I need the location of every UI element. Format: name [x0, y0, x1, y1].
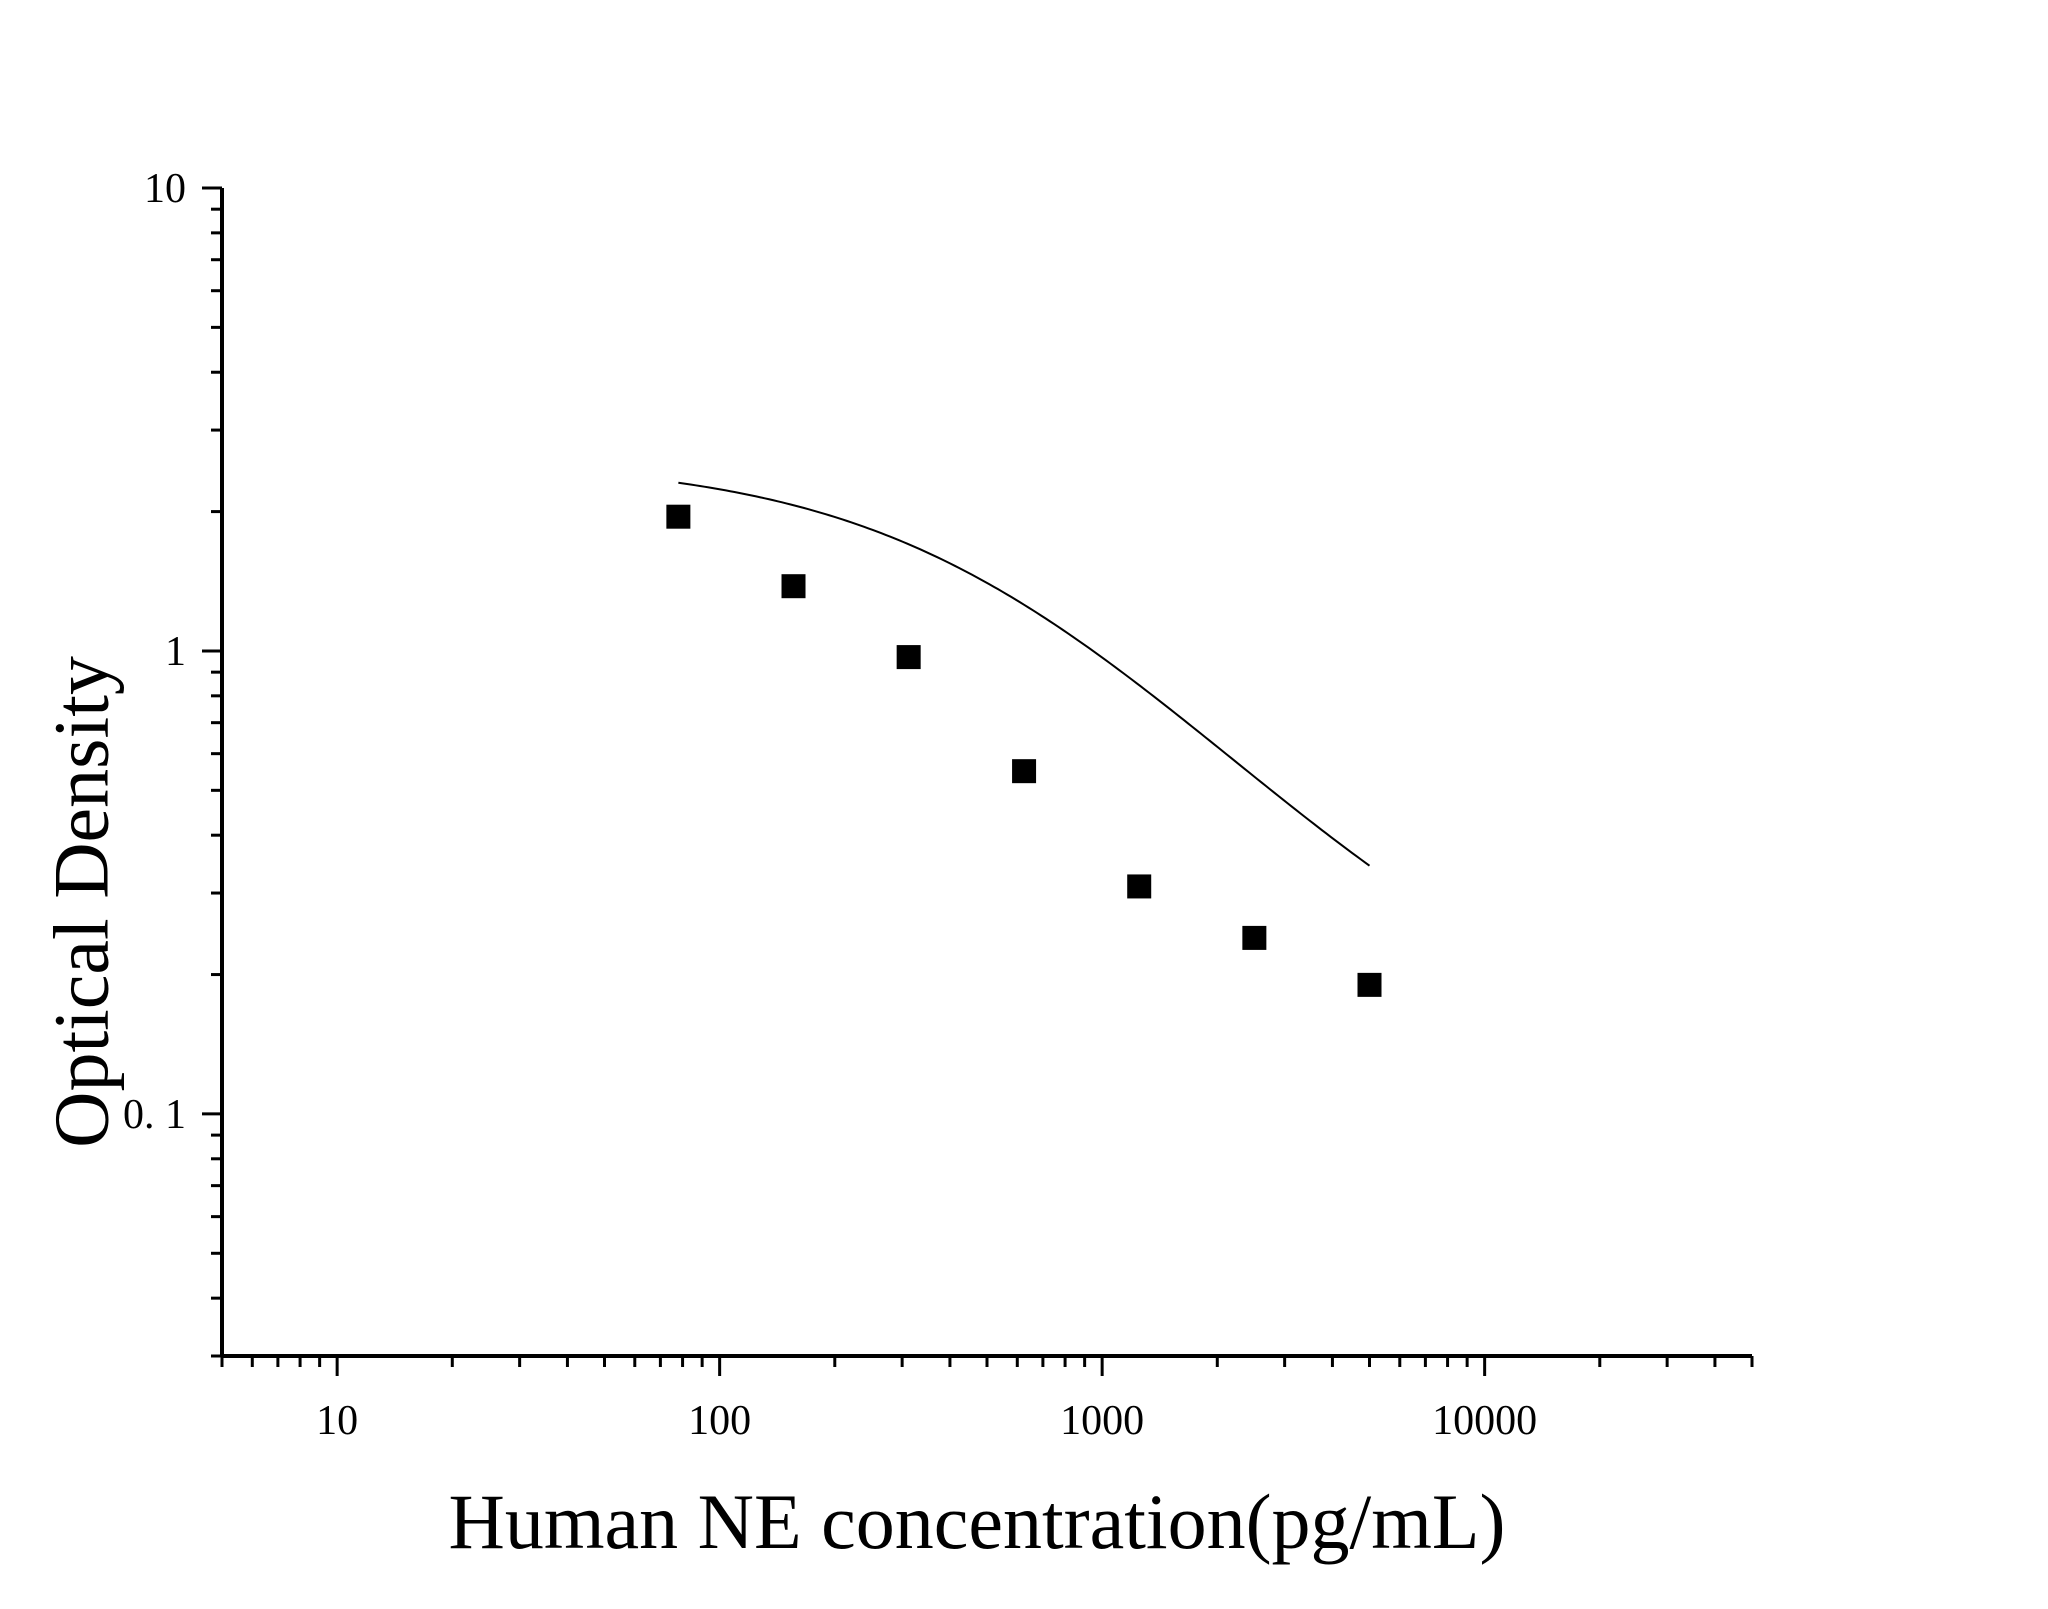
data-point	[666, 504, 691, 529]
x-tick-label: 1000	[1060, 1398, 1144, 1444]
y-tick-label: 1	[165, 629, 186, 675]
x-axis-title: Human NE concentration(pg/mL)	[449, 1478, 1506, 1565]
data-point	[1127, 874, 1152, 899]
y-tick-label: 10	[144, 166, 186, 212]
data-point	[1357, 972, 1382, 997]
data-point	[1012, 759, 1037, 784]
x-tick-label: 10	[316, 1398, 358, 1444]
axes	[220, 188, 1752, 1358]
y-tick-label: 0. 1	[123, 1092, 186, 1138]
data-point	[1242, 925, 1267, 950]
x-tick-label: 10000	[1432, 1398, 1537, 1444]
fit-curve-layer	[678, 481, 1371, 867]
data-points	[666, 504, 1382, 997]
x-tick-label: 100	[688, 1398, 751, 1444]
data-point	[781, 574, 806, 599]
y-axis-title: Optical Density	[37, 656, 124, 1148]
axis-titles: Human NE concentration(pg/mL) Optical De…	[37, 656, 1505, 1565]
x-axis-ticks: 10 100 1000 10000	[220, 1356, 1754, 1444]
data-point	[896, 645, 921, 670]
y-axis-ticks: 0. 1 1 10	[123, 166, 222, 1358]
fit-curve	[678, 481, 1371, 867]
